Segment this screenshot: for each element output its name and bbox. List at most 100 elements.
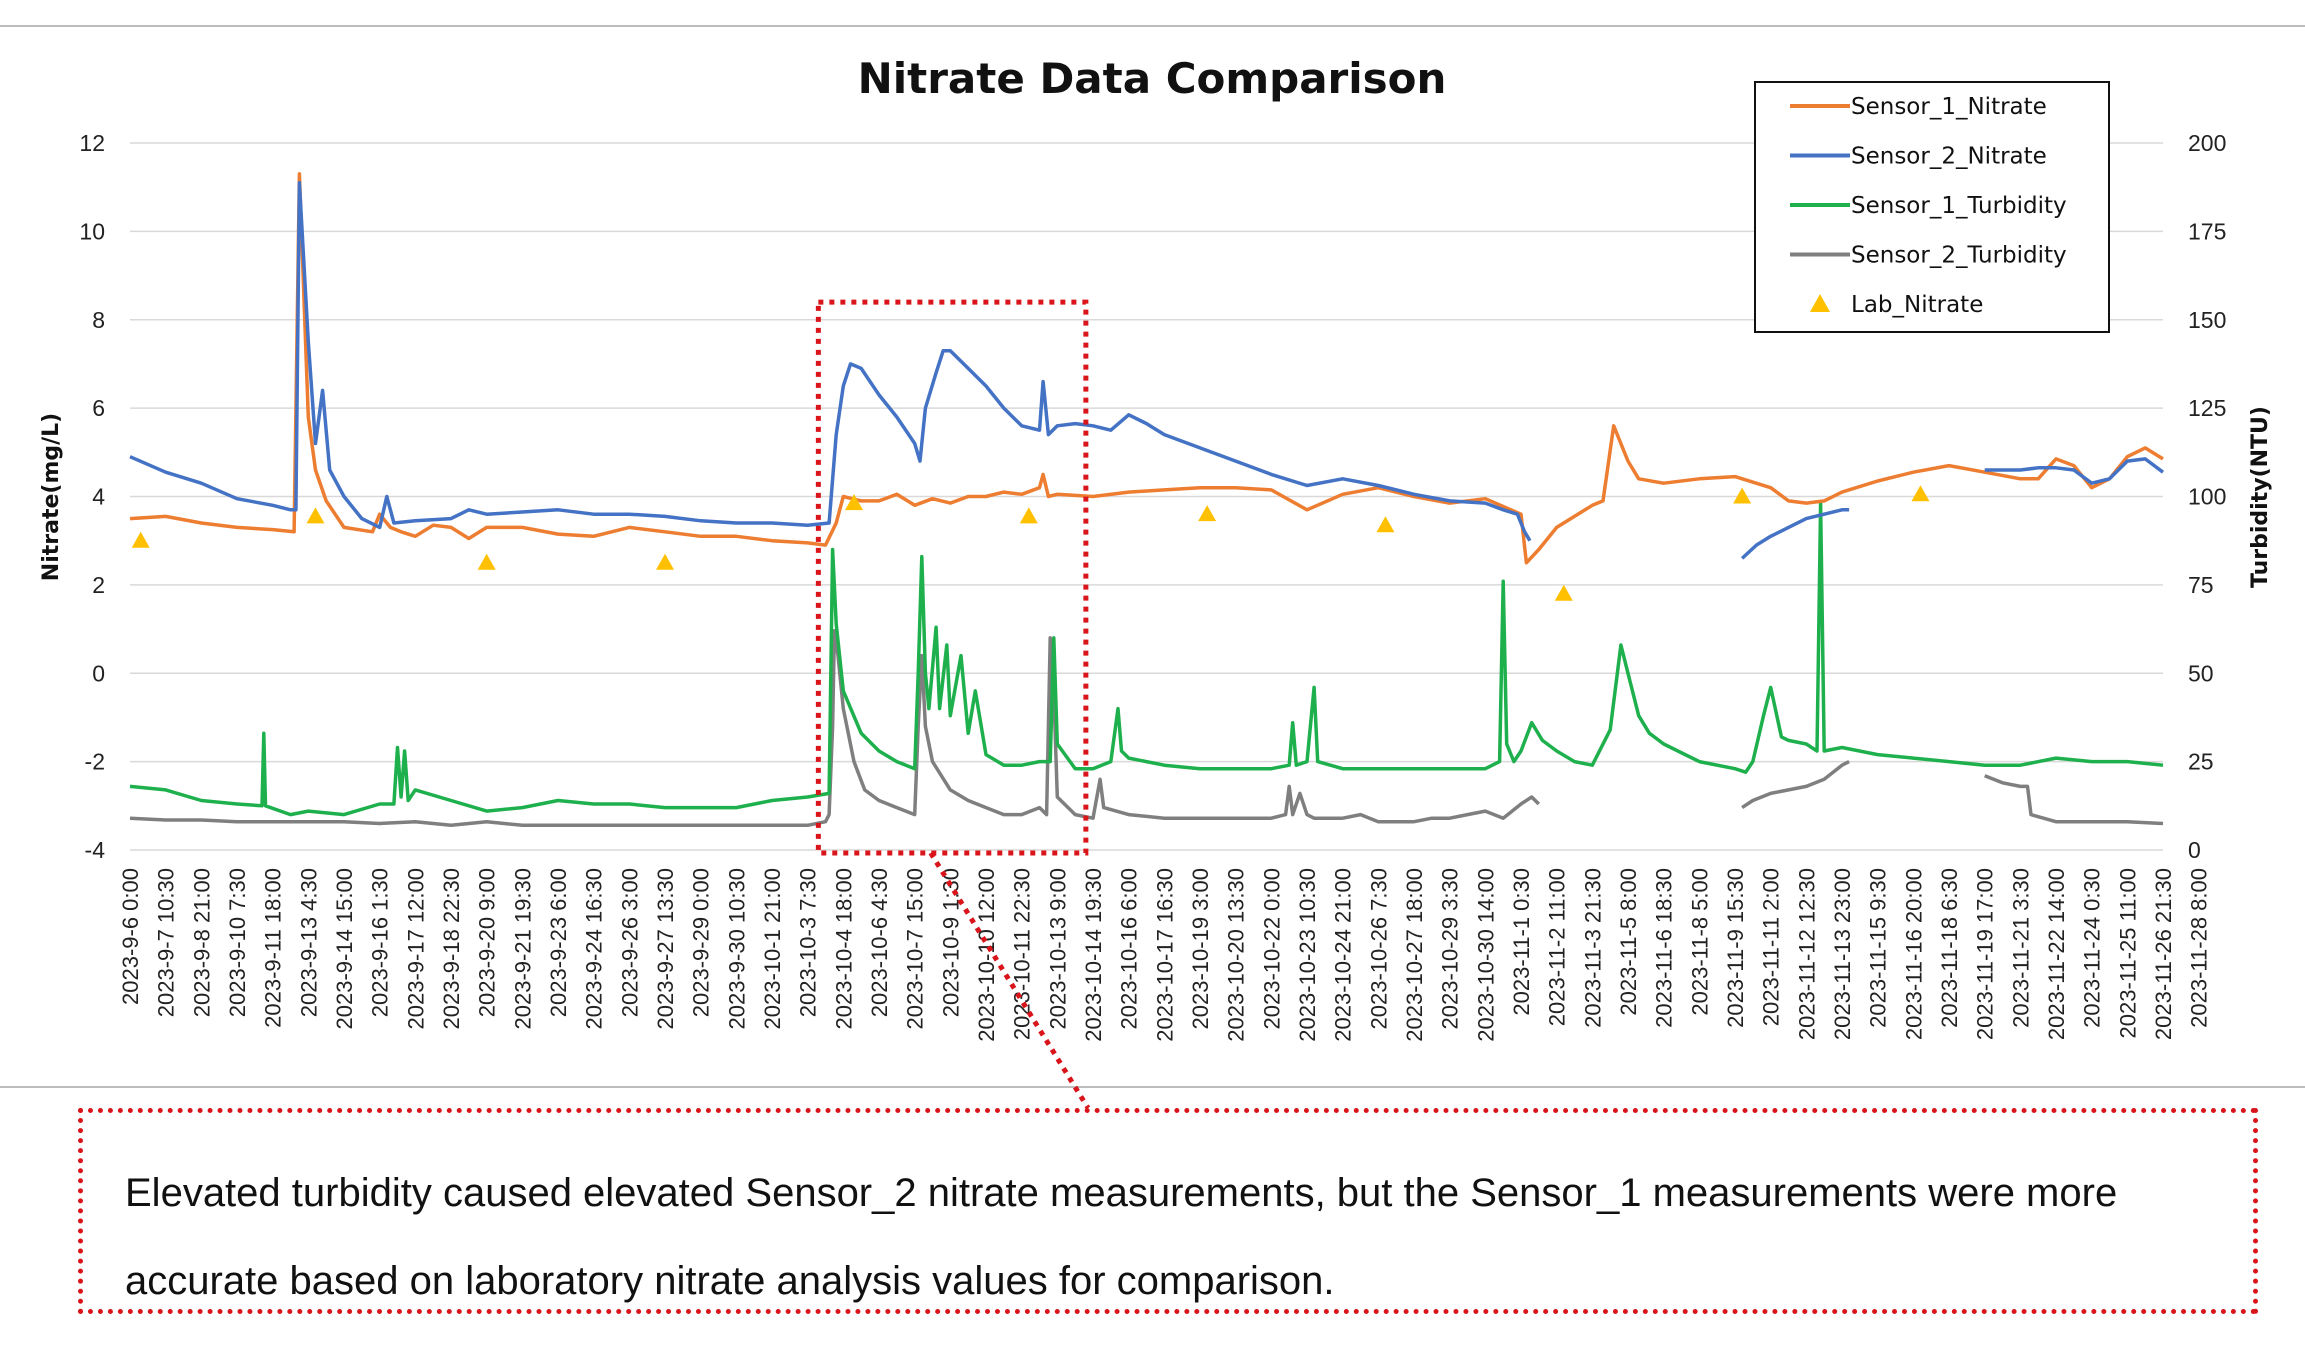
y-tick-label: 4 bbox=[92, 484, 105, 510]
lab-nitrate-point bbox=[1733, 487, 1752, 504]
x-tick-label: 2023-10-29 3:30 bbox=[1438, 868, 1463, 1029]
x-tick-label: 2023-9-16 1:30 bbox=[368, 868, 393, 1017]
y2-tick-label: 50 bbox=[2188, 660, 2214, 686]
y2-tick-label: 150 bbox=[2188, 307, 2226, 333]
y-tick-label: 12 bbox=[79, 130, 105, 156]
x-tick-label: 2023-11-6 18:30 bbox=[1652, 868, 1677, 1028]
x-tick-label: 2023-11-15 9:30 bbox=[1866, 868, 1891, 1028]
lab-nitrate-point bbox=[845, 494, 864, 511]
y-tick-label: -4 bbox=[85, 837, 106, 863]
x-tick-label: 2023-9-24 16:30 bbox=[582, 868, 607, 1029]
x-tick-label: 2023-11-18 6:30 bbox=[1937, 868, 1962, 1028]
x-tick-label: 2023-9-6 0:00 bbox=[118, 868, 143, 1005]
y-tick-label: 2 bbox=[92, 572, 105, 598]
sensor-2-turbidity-line bbox=[129, 629, 1541, 828]
x-tick-label: 2023-9-21 19:30 bbox=[510, 868, 535, 1029]
lab-nitrate-point bbox=[131, 531, 150, 548]
x-tick-label: 2023-10-13 9:00 bbox=[1045, 868, 1070, 1029]
lab-nitrate-point bbox=[1376, 516, 1395, 533]
sensor-2-nitrate-segment2-line bbox=[1740, 508, 1850, 560]
y2-tick-label: 125 bbox=[2188, 395, 2226, 421]
x-tick-label: 2023-10-14 19:30 bbox=[1081, 868, 1106, 1042]
x-tick-label: 2023-11-5 8:00 bbox=[1616, 868, 1641, 1016]
x-tick-label: 2023-11-19 17:00 bbox=[1973, 868, 1998, 1040]
y-tick-label: 10 bbox=[79, 218, 105, 244]
x-tick-label: 2023-11-3 21:30 bbox=[1580, 868, 1605, 1028]
x-tick-label: 2023-9-10 7:30 bbox=[225, 868, 250, 1017]
sensor-1-turbidity-line bbox=[129, 501, 2164, 817]
y2-tick-label: 75 bbox=[2188, 572, 2214, 598]
legend-label-sensor-1-turbidity: Sensor_1_Turbidity bbox=[1851, 193, 2067, 219]
y2-tick-label: 25 bbox=[2188, 749, 2214, 775]
y2-tick-label: 175 bbox=[2188, 218, 2226, 244]
lab-nitrate-point bbox=[306, 507, 325, 524]
y-tick-label: 8 bbox=[92, 307, 105, 333]
lab-nitrate-point bbox=[1198, 505, 1217, 522]
x-tick-label: 2023-9-26 3:00 bbox=[617, 868, 642, 1017]
legend-swatch-lab-nitrate bbox=[1810, 294, 1830, 312]
lab-nitrate-point bbox=[1019, 507, 1038, 524]
lab-nitrate-point bbox=[1911, 485, 1930, 502]
x-tick-label: 2023-10-9 1:30 bbox=[938, 868, 963, 1017]
x-tick-label: 2023-11-11 2:00 bbox=[1759, 868, 1784, 1026]
x-tick-label: 2023-10-22 0:00 bbox=[1259, 868, 1284, 1029]
y-tick-label: 6 bbox=[92, 395, 105, 421]
x-tick-label: 2023-9-18 22:30 bbox=[439, 868, 464, 1029]
x-tick-label: 2023-11-13 23:00 bbox=[1830, 868, 1855, 1040]
x-tick-label: 2023-9-29 0:00 bbox=[689, 868, 714, 1017]
x-tick-label: 2023-9-11 18:00 bbox=[261, 868, 286, 1028]
lab-nitrate-point bbox=[656, 553, 674, 570]
legend-label-sensor-2-nitrate: Sensor_2_Nitrate bbox=[1851, 144, 2047, 170]
x-tick-label: 2023-11-8 5:00 bbox=[1687, 868, 1712, 1016]
x-tick-label: 2023-10-23 10:30 bbox=[1295, 868, 1320, 1042]
x-tick-label: 2023-9-17 12:00 bbox=[403, 868, 428, 1029]
y2-tick-label: 100 bbox=[2188, 484, 2226, 510]
x-tick-label: 2023-11-26 21:30 bbox=[2151, 868, 2176, 1040]
x-tick-label: 2023-9-8 21:00 bbox=[189, 868, 214, 1017]
y-tick-label: -2 bbox=[85, 749, 105, 775]
legend: Sensor_1_Nitrate Sensor_2_Nitrate Sensor_1… bbox=[1754, 81, 2110, 333]
x-tick-label: 2023-11-24 0:30 bbox=[2080, 868, 2105, 1028]
x-tick-label: 2023-10-6 4:30 bbox=[867, 868, 892, 1017]
x-tick-label: 2023-10-27 18:00 bbox=[1402, 868, 1427, 1042]
x-tick-label: 2023-11-21 3:30 bbox=[2008, 868, 2033, 1028]
x-tick-label: 2023-11-22 14:00 bbox=[2044, 868, 2069, 1040]
y-tick-label: 0 bbox=[92, 660, 105, 686]
y2-axis-title: Turbidity(NTU) bbox=[2248, 406, 2273, 588]
x-tick-label: 2023-9-20 9:00 bbox=[475, 868, 500, 1017]
x-tick-label: 2023-11-1 0:30 bbox=[1509, 868, 1534, 1016]
x-tick-label: 2023-9-14 15:00 bbox=[332, 868, 357, 1029]
x-tick-label: 2023-11-25 11:00 bbox=[2115, 868, 2140, 1038]
x-tick-label: 2023-9-7 10:30 bbox=[154, 868, 179, 1017]
x-tick-label: 2023-10-24 21:00 bbox=[1331, 868, 1356, 1042]
x-tick-label: 2023-10-19 3:00 bbox=[1188, 868, 1213, 1029]
legend-label-sensor-2-turbidity: Sensor_2_Turbidity bbox=[1851, 243, 2067, 269]
y2-tick-label: 200 bbox=[2188, 130, 2226, 156]
series-layer bbox=[129, 172, 2165, 828]
x-tick-label: 2023-10-4 18:00 bbox=[831, 868, 856, 1029]
x-tick-label: 2023-10-1 21:00 bbox=[760, 868, 785, 1029]
x-tick-label: 2023-10-7 15:00 bbox=[903, 868, 928, 1029]
x-tick-label: 2023-10-16 6:00 bbox=[1117, 868, 1142, 1029]
x-tick-label: 2023-10-26 7:30 bbox=[1366, 868, 1391, 1029]
x-tick-label: 2023-9-27 13:30 bbox=[653, 868, 678, 1029]
sensor-1-nitrate-line bbox=[129, 172, 2164, 565]
chart-title: Nitrate Data Comparison bbox=[858, 54, 1447, 103]
legend-label-sensor-1-nitrate: Sensor_1_Nitrate bbox=[1851, 94, 2047, 120]
axis-ticks: -4 -2 0 2 4 6 8 10 12 0 25 50 75 100 125 150 175 200 2023-… bbox=[79, 130, 2226, 1042]
x-tick-label: 2023-9-13 4:30 bbox=[296, 868, 321, 1017]
x-tick-label: 2023-10-10 12:00 bbox=[974, 868, 999, 1042]
sensor-2-turbidity-segment2-line bbox=[1741, 760, 1850, 810]
x-tick-label: 2023-11-2 11:00 bbox=[1545, 868, 1570, 1026]
x-tick-label: 2023-11-28 8:00 bbox=[2187, 868, 2212, 1028]
sensor-2-nitrate-segment3-line bbox=[1984, 457, 2165, 485]
annotation-text: Elevated turbidity caused elevated Senso… bbox=[125, 1171, 2118, 1303]
sensor-2-turbidity-segment3-line bbox=[1984, 774, 2164, 826]
x-tick-label: 2023-10-17 16:30 bbox=[1152, 868, 1177, 1042]
annotation-box: Elevated turbidity caused elevated Senso… bbox=[78, 1108, 2258, 1314]
lab-nitrate-point bbox=[477, 553, 496, 570]
x-tick-label: 2023-9-23 6:00 bbox=[546, 868, 571, 1017]
x-tick-label: 2023-9-30 10:30 bbox=[724, 868, 749, 1029]
legend-label-lab-nitrate: Lab_Nitrate bbox=[1851, 292, 1983, 318]
